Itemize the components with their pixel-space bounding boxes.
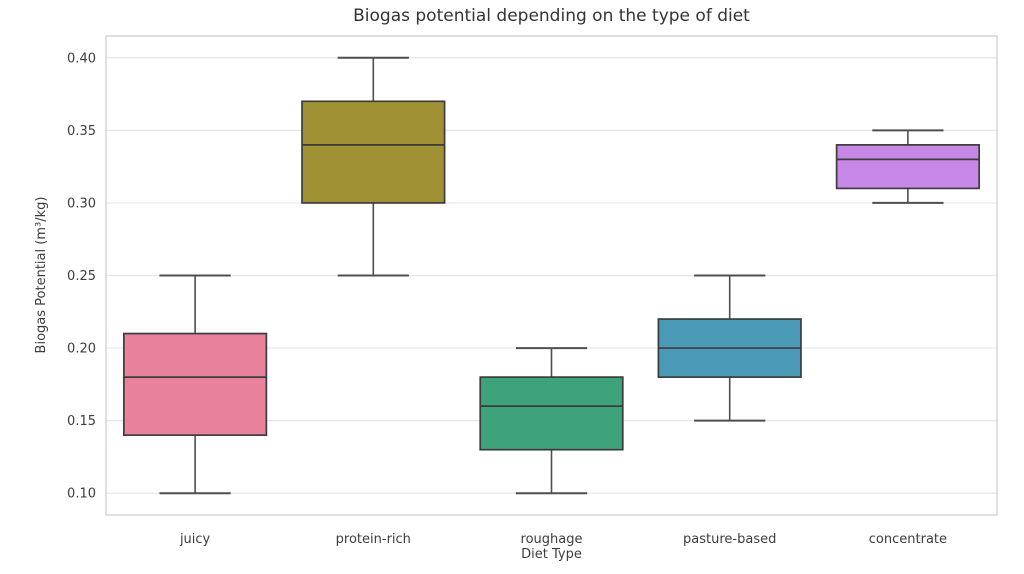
x-tick-label: pasture-based	[683, 532, 776, 547]
x-tick-label: concentrate	[869, 532, 947, 547]
boxplot-protein-rich	[301, 56, 446, 277]
iqr-box	[122, 332, 268, 437]
boxplot-roughage	[479, 347, 624, 495]
y-tick-label: 0.20	[67, 342, 96, 357]
plot-border	[105, 35, 998, 516]
y-tick-label: 0.15	[67, 414, 96, 429]
boxplot-juicy	[122, 274, 268, 495]
y-tick-label: 0.30	[67, 196, 96, 211]
x-tick-label: protein-rich	[336, 532, 411, 547]
y-tick-label: 0.35	[67, 124, 96, 139]
y-tick-label: 0.40	[67, 51, 96, 66]
x-tick-label: roughage	[521, 532, 583, 547]
y-tick-label: 0.10	[67, 487, 96, 502]
iqr-box	[479, 376, 624, 451]
iqr-box	[835, 144, 981, 190]
chart-title: Biogas potential depending on the type o…	[353, 6, 750, 26]
boxplot-pasture-based	[657, 274, 802, 422]
iqr-box	[301, 100, 446, 204]
y-tick-label: 0.25	[67, 269, 96, 284]
x-axis-label: Diet Type	[521, 547, 582, 562]
x-tick-label: juicy	[179, 532, 211, 547]
boxplot-concentrate	[835, 129, 981, 204]
